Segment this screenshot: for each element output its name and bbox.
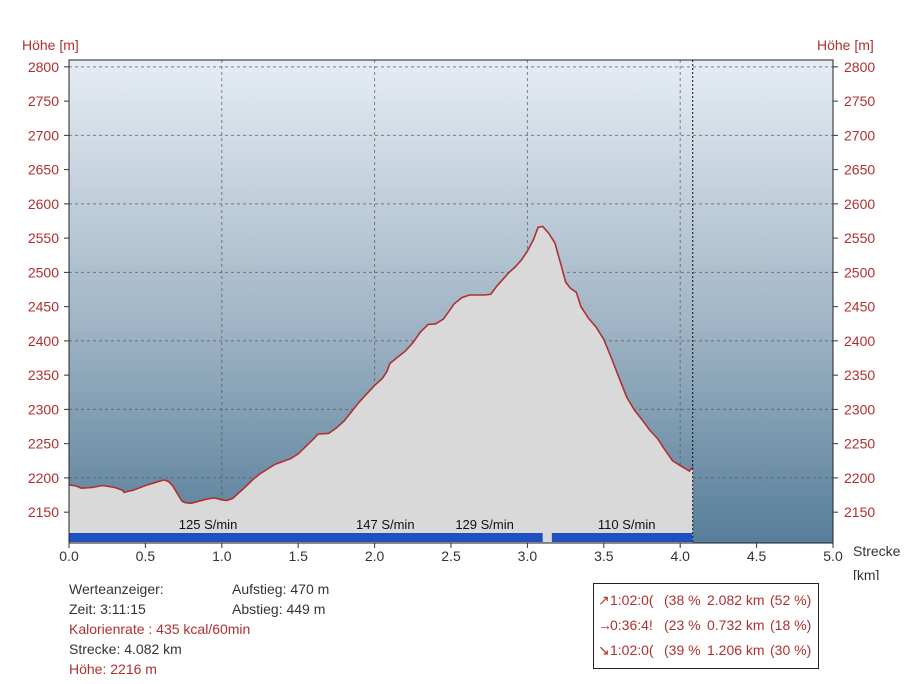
strecke-value: Strecke: 4.082 km: [69, 641, 182, 657]
y-axis-left: 2150 2200 2250 2300 2350 2400 2450 2500 2550 2600…: [28, 59, 69, 520]
y-tick-label-left: 2550: [28, 230, 59, 246]
x-tick-label: 4.5: [747, 548, 767, 564]
cadence-bar: 125 S/min 147 S/min 129 S/min 110 S/min: [69, 517, 693, 542]
aufstieg-value: Aufstieg: 470 m: [232, 581, 330, 597]
y-axis-label-right: Höhe [m]: [817, 37, 874, 53]
summary-distance: 0.732 km: [707, 617, 765, 633]
summary-time-percent: (23 %: [664, 617, 701, 633]
y-tick-label-left: 2750: [28, 93, 59, 109]
y-tick-label-right: 2700: [844, 127, 875, 143]
kalorienrate-value: Kalorienrate : 435 kcal/60min: [69, 621, 251, 637]
x-axis-unit: [km]: [853, 567, 879, 580]
y-tick-label-left: 2250: [28, 436, 59, 452]
cadence-segment: [69, 533, 543, 542]
y-tick-label-right: 2250: [844, 436, 875, 452]
y-tick-label-right: 2200: [844, 470, 875, 486]
y-tick-label-right: 2750: [844, 93, 875, 109]
y-tick-label-right: 2600: [844, 196, 875, 212]
segment-summary-box: ↗ 1:02:0( (38 % 2.082 km (52 %) → 0:36:4…: [593, 583, 819, 669]
x-tick-label: 0.0: [59, 548, 79, 564]
y-axis-label-left: Höhe [m]: [22, 37, 79, 53]
y-tick-label-right: 2500: [844, 264, 875, 280]
y-tick-label-right: 2400: [844, 333, 875, 349]
y-tick-label-right: 2150: [844, 504, 875, 520]
x-tick-label: 2.0: [365, 548, 385, 564]
y-tick-label-right: 2450: [844, 299, 875, 315]
y-tick-label-left: 2800: [28, 59, 59, 75]
y-tick-label-left: 2600: [28, 196, 59, 212]
y-tick-label-left: 2150: [28, 504, 59, 520]
y-tick-label-left: 2650: [28, 162, 59, 178]
y-tick-label-left: 2400: [28, 333, 59, 349]
elevation-chart: 125 S/min 147 S/min 129 S/min 110 S/min 215…: [22, 37, 901, 580]
y-tick-label-right: 2650: [844, 162, 875, 178]
profile-area: [69, 226, 693, 543]
cadence-label: 147 S/min: [356, 517, 415, 532]
cadence-segment: [551, 533, 693, 542]
y-tick-label-left: 2500: [28, 264, 59, 280]
summary-distance: 1.206 km: [707, 642, 765, 658]
x-axis-label: Strecke: [853, 543, 901, 559]
x-axis: 0.0 0.5 1.0 1.5 2.0 2.5 3.0 3.5 4.0 4.5 5.0: [59, 543, 843, 564]
y-tick-label-left: 2300: [28, 401, 59, 417]
x-tick-label: 3.5: [594, 548, 614, 564]
werteanzeiger-label: Werteanzeiger:: [69, 581, 164, 597]
x-tick-label: 0.5: [136, 548, 156, 564]
abstieg-value: Abstieg: 449 m: [232, 601, 326, 617]
y-tick-label-right: 2800: [844, 59, 875, 75]
x-tick-label: 5.0: [823, 548, 843, 564]
y-tick-label-right: 2350: [844, 367, 875, 383]
summary-time: 1:02:0(: [610, 642, 654, 658]
summary-time: 0:36:4!: [610, 617, 653, 633]
summary-time-percent: (39 %: [664, 642, 701, 658]
x-tick-label: 3.0: [518, 548, 538, 564]
summary-distance-percent: (52 %): [770, 592, 812, 608]
y-tick-label-left: 2450: [28, 299, 59, 315]
zeit-value: Zeit: 3:11:15: [69, 601, 146, 617]
y-axis-right: 2150 2200 2250 2300 2350 2400 2450 2500 2550 2600…: [833, 59, 875, 520]
summary-distance-percent: (18 %): [770, 617, 812, 633]
y-tick-label-left: 2200: [28, 470, 59, 486]
y-tick-label-right: 2550: [844, 230, 875, 246]
summary-time-percent: (38 %: [664, 592, 701, 608]
cadence-label: 125 S/min: [179, 517, 238, 532]
cadence-label: 129 S/min: [455, 517, 514, 532]
x-tick-label: 4.0: [670, 548, 690, 564]
hoehe-value: Höhe: 2216 m: [69, 661, 157, 677]
cadence-label: 110 S/min: [598, 517, 656, 532]
arrow-down-right-icon: ↘: [598, 642, 610, 658]
arrow-right-icon: →: [598, 617, 612, 633]
y-tick-label-right: 2300: [844, 401, 875, 417]
summary-time: 1:02:0(: [610, 592, 654, 608]
y-tick-label-left: 2700: [28, 127, 59, 143]
profile-line: [69, 225, 694, 505]
arrow-up-right-icon: ↗: [598, 592, 610, 608]
summary-distance: 2.082 km: [707, 592, 765, 608]
summary-distance-percent: (30 %): [770, 642, 812, 658]
x-tick-label: 1.5: [288, 548, 308, 564]
y-tick-label-left: 2350: [28, 367, 59, 383]
x-tick-label: 2.5: [441, 548, 461, 564]
x-tick-label: 1.0: [212, 548, 232, 564]
